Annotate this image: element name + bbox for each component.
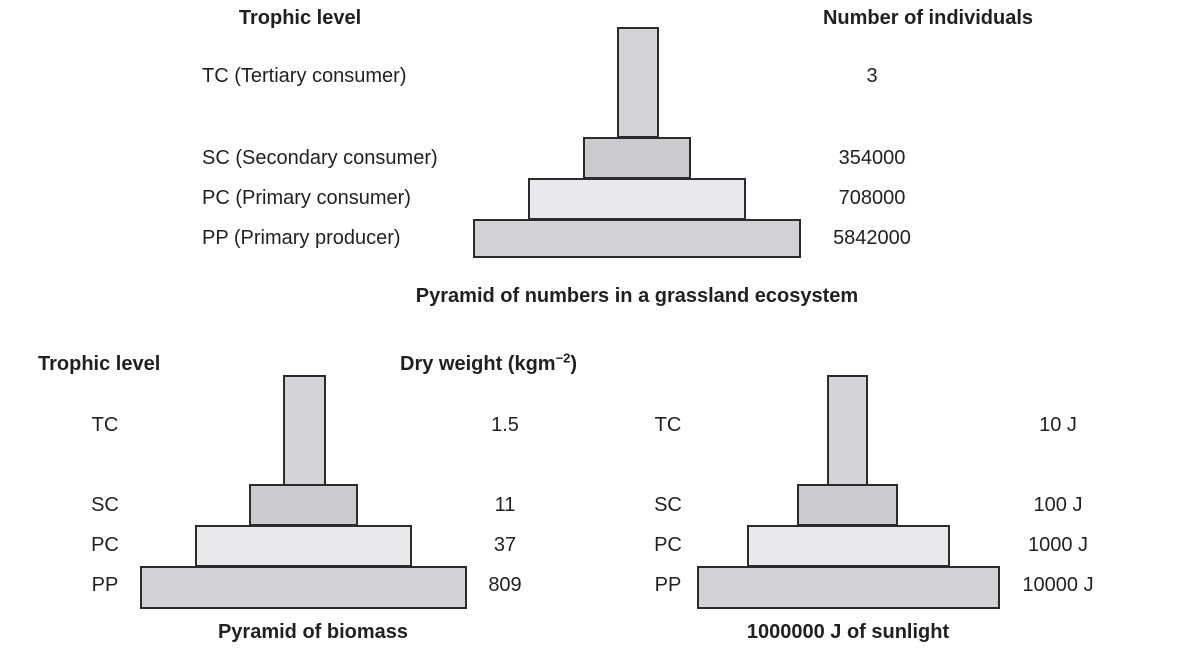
numbers-pp-value: 5842000 [833, 227, 911, 249]
numbers-sc-value: 354000 [838, 147, 906, 169]
biomass-trophic-header: Trophic level [38, 353, 161, 375]
energy-sc-bar [797, 484, 898, 526]
numbers-pc-bar [528, 178, 746, 220]
biomass-tc-bar [283, 375, 326, 486]
numbers-sc-bar [583, 137, 691, 179]
energy-pp-value: 10000 J [1022, 574, 1094, 596]
biomass-pc-bar [195, 525, 412, 567]
numbers-trophic-header: Trophic level [238, 7, 362, 29]
biomass-pp-value: 809 [488, 574, 522, 596]
numbers-tc-bar [617, 27, 659, 138]
numbers-caption: Pyramid of numbers in a grassland ecosys… [415, 285, 859, 307]
biomass-sc-value: 11 [494, 494, 516, 516]
energy-sc-label: SC [654, 494, 682, 516]
numbers-sc-label: SC (Secondary consumer) [202, 147, 438, 169]
numbers-value-header: Number of individuals [822, 7, 1034, 29]
energy-sc-value: 100 J [1033, 494, 1083, 516]
energy-pc-label: PC [654, 534, 682, 556]
energy-caption: 1000000 J of sunlight [746, 621, 950, 643]
biomass-pc-value: 37 [493, 534, 517, 556]
biomass-value-header: Dry weight (kgm−2) [400, 350, 578, 376]
energy-pc-value: 1000 J [1027, 534, 1089, 556]
energy-pp-bar [697, 566, 1000, 609]
numbers-tc-value: 3 [866, 65, 878, 87]
biomass-tc-value: 1.5 [491, 414, 519, 436]
energy-tc-label: TC [654, 414, 682, 436]
biomass-sc-label: SC [91, 494, 119, 516]
biomass-value-header-superscript: −2 [555, 350, 571, 366]
biomass-sc-bar [249, 484, 358, 526]
numbers-pc-value: 708000 [838, 187, 906, 209]
biomass-caption: Pyramid of biomass [217, 621, 409, 643]
numbers-pp-bar [473, 219, 801, 258]
biomass-pc-label: PC [91, 534, 119, 556]
energy-tc-value: 10 J [1039, 414, 1077, 436]
energy-pp-label: PP [654, 574, 682, 596]
biomass-tc-label: TC [91, 414, 119, 436]
numbers-pp-label: PP (Primary producer) [202, 227, 401, 249]
energy-pc-bar [747, 525, 950, 567]
biomass-value-header-suffix: ) [570, 353, 578, 375]
numbers-tc-label: TC (Tertiary consumer) [202, 65, 407, 87]
biomass-value-header-prefix: Dry weight (kgm [400, 353, 556, 375]
biomass-pp-label: PP [91, 574, 119, 596]
biomass-pp-bar [140, 566, 467, 609]
numbers-pc-label: PC (Primary consumer) [202, 187, 411, 209]
energy-tc-bar [827, 375, 868, 486]
